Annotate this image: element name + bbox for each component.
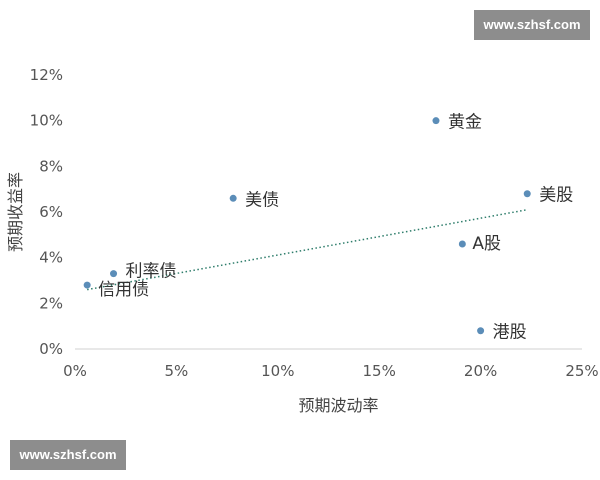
point-label: A股 xyxy=(472,234,501,254)
x-tick-label: 5% xyxy=(165,362,189,380)
x-tick-label: 25% xyxy=(565,362,598,380)
y-tick-label: 0% xyxy=(39,340,63,358)
x-tick-label: 0% xyxy=(63,362,87,380)
scatter-point xyxy=(110,270,118,278)
point-label: 黄金 xyxy=(448,113,482,133)
watermark-bottom: www.szhsf.com xyxy=(10,440,126,470)
x-tick-label: 20% xyxy=(464,362,497,380)
y-tick-label: 2% xyxy=(39,294,63,312)
scatter-point xyxy=(477,327,485,335)
point-label: 利率债 xyxy=(126,262,177,282)
scatter-point xyxy=(523,190,531,198)
x-tick-label: 10% xyxy=(261,362,294,380)
scatter-point xyxy=(458,240,466,248)
x-axis-title: 预期波动率 xyxy=(298,396,378,415)
x-tick-label: 15% xyxy=(363,362,396,380)
y-tick-labels: 0% 2% 4% 6% 8% 10% 12% xyxy=(30,66,63,358)
y-tick-label: 8% xyxy=(39,157,63,175)
data-points xyxy=(83,117,531,335)
scatter-point xyxy=(432,117,440,125)
x-tick-labels: 0% 5% 10% 15% 20% 25% xyxy=(63,362,599,380)
scatter-point xyxy=(83,281,91,289)
point-label: 美债 xyxy=(245,190,279,210)
point-label: 美股 xyxy=(539,186,573,206)
point-label: 港股 xyxy=(493,323,527,343)
y-axis-title: 预期收益率 xyxy=(6,172,25,252)
trendline xyxy=(87,208,528,291)
y-tick-label: 6% xyxy=(39,203,63,221)
watermark-top: www.szhsf.com xyxy=(474,10,590,40)
y-tick-label: 4% xyxy=(39,249,63,267)
scatter-point xyxy=(229,194,237,202)
y-tick-label: 10% xyxy=(30,112,63,130)
point-label: 信用债 xyxy=(98,280,149,300)
y-tick-label: 12% xyxy=(30,66,63,84)
